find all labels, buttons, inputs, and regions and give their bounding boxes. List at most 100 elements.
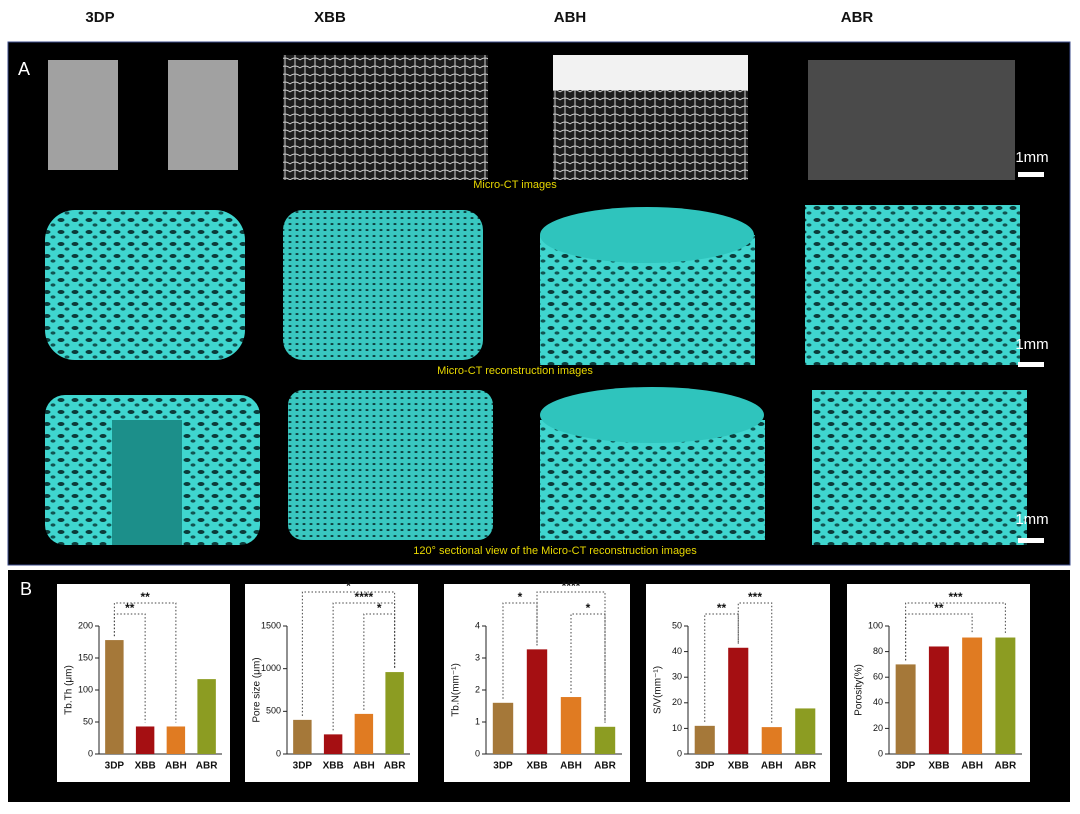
x-tick-label: ABR <box>384 761 406 772</box>
reconstruction <box>45 210 245 360</box>
x-tick-label: ABH <box>560 761 582 772</box>
bar <box>385 672 404 754</box>
bar-chart: Tb.Th (μm) 0 50 100 150 200 3DP XBB ABH ABR ** ** <box>57 584 230 782</box>
section <box>288 390 493 540</box>
ct-image-top <box>553 55 748 90</box>
x-tick-label: ABR <box>794 761 816 772</box>
caption: Micro-CT images <box>473 179 557 191</box>
x-tick-label: 3DP <box>293 761 313 772</box>
y-tick-label: 40 <box>873 697 883 707</box>
bar <box>197 679 216 754</box>
x-tick-label: ABR <box>594 761 616 772</box>
column-header: XBB <box>314 9 346 26</box>
column-headers: 3DP XBB ABH ABR <box>85 9 873 26</box>
y-tick-label: 80 <box>873 646 883 656</box>
x-tick-label: 3DP <box>896 761 916 772</box>
bar <box>928 646 949 754</box>
significance-label: *** <box>748 590 762 604</box>
x-tick-label: ABH <box>353 761 375 772</box>
bar <box>728 647 749 754</box>
significance-label: * <box>586 601 591 615</box>
x-tick-label: 3DP <box>493 761 513 772</box>
y-tick-label: 3 <box>475 652 480 662</box>
x-tick-label: XBB <box>526 761 547 772</box>
x-tick-label: XBB <box>135 761 156 772</box>
ct-image <box>48 60 118 170</box>
bar <box>962 637 983 754</box>
y-tick-label: 50 <box>83 716 93 726</box>
y-tick-label: 10 <box>672 723 682 733</box>
panel-label: A <box>18 59 30 79</box>
significance-label: * <box>346 579 351 593</box>
section-top <box>540 387 764 443</box>
y-tick-label: 0 <box>677 748 682 758</box>
micro-ct-images <box>48 55 1015 180</box>
section-cut <box>112 420 182 545</box>
x-tick-label: ABH <box>761 761 783 772</box>
significance-label: * <box>377 601 382 615</box>
reconstruction-top <box>540 207 754 263</box>
y-tick-label: 1500 <box>261 620 281 630</box>
x-tick-label: XBB <box>928 761 949 772</box>
significance-label: ** <box>717 601 727 615</box>
scale-label: 1mm <box>1015 336 1048 353</box>
y-tick-label: 60 <box>873 672 883 682</box>
y-axis-label: Tb.Th (μm) <box>64 665 75 715</box>
y-tick-label: 1000 <box>261 663 281 673</box>
y-tick-label: 50 <box>672 620 682 630</box>
y-tick-label: 4 <box>475 620 480 630</box>
x-tick-label: ABH <box>961 761 983 772</box>
bar <box>135 726 155 754</box>
significance-bracket <box>905 602 1006 661</box>
y-tick-label: 40 <box>672 646 682 656</box>
significance-label: **** <box>562 579 581 593</box>
column-header: 3DP <box>85 9 114 26</box>
scale-label: 1mm <box>1015 149 1048 166</box>
caption: Micro-CT reconstruction images <box>437 365 593 377</box>
significance-bracket <box>737 602 773 724</box>
y-tick-label: 20 <box>873 723 883 733</box>
x-tick-label: XBB <box>728 761 749 772</box>
x-tick-label: 3DP <box>695 761 715 772</box>
y-axis-label: Pore size (μm) <box>252 657 263 722</box>
scale-label: 1mm <box>1015 511 1048 528</box>
significance-bracket <box>113 602 177 723</box>
x-tick-label: XBB <box>323 761 344 772</box>
y-tick-label: 100 <box>868 620 883 630</box>
y-tick-label: 150 <box>78 652 93 662</box>
y-tick-label: 0 <box>475 748 480 758</box>
y-tick-label: 500 <box>266 706 281 716</box>
y-axis-label: Porosity(%) <box>854 664 865 716</box>
bar <box>166 726 186 754</box>
significance-bracket <box>704 613 739 722</box>
y-tick-label: 200 <box>78 620 93 630</box>
significance-label: **** <box>355 590 374 604</box>
y-tick-label: 2 <box>475 684 480 694</box>
bar <box>354 713 374 754</box>
significance-label: *** <box>948 590 962 604</box>
y-tick-label: 1 <box>475 716 480 726</box>
x-tick-label: 3DP <box>105 761 125 772</box>
bar <box>105 640 124 754</box>
column-header: ABH <box>554 9 587 26</box>
y-tick-label: 20 <box>672 697 682 707</box>
reconstruction <box>283 210 483 360</box>
section <box>812 390 1027 545</box>
y-tick-label: 30 <box>672 672 682 682</box>
significance-label: * <box>518 590 523 604</box>
bar <box>293 719 312 754</box>
bar <box>526 649 548 754</box>
bar <box>694 725 715 754</box>
ct-image <box>808 60 1015 180</box>
scale-bar <box>1018 172 1044 177</box>
y-axis-label: S/V(mm⁻¹) <box>653 666 664 714</box>
bar <box>560 697 582 754</box>
scale-bar <box>1018 362 1044 367</box>
bar <box>761 727 782 754</box>
scale-bar <box>1018 538 1044 543</box>
x-tick-label: ABH <box>165 761 187 772</box>
reconstruction <box>805 205 1020 365</box>
